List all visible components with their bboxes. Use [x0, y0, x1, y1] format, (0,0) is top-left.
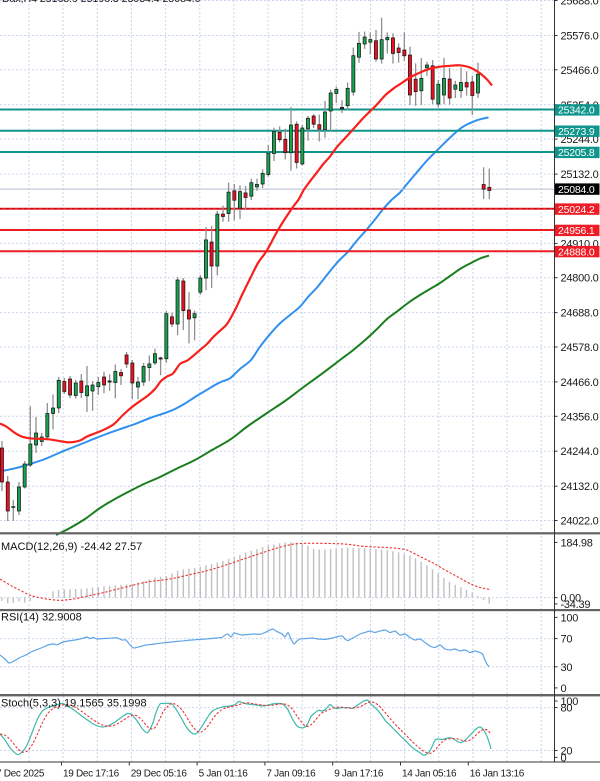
- svg-text:7 Dec 2025: 7 Dec 2025: [0, 768, 45, 779]
- svg-text:0.00: 0.00: [561, 593, 582, 605]
- svg-text:MACD(12,26,9) -24.42 27.57: MACD(12,26,9) -24.42 27.57: [1, 541, 142, 553]
- svg-text:-34.39: -34.39: [561, 599, 591, 611]
- svg-text:24800.0: 24800.0: [561, 273, 599, 285]
- svg-text:80: 80: [561, 703, 573, 715]
- svg-text:Dax,H4 25168.9 25196.3 25034.4: Dax,H4 25168.9 25196.3 25034.4 25084.0: [2, 0, 201, 5]
- svg-text:184.98: 184.98: [561, 537, 593, 549]
- svg-text:24466.0: 24466.0: [561, 377, 599, 389]
- svg-text:100: 100: [561, 696, 579, 708]
- svg-text:14 Jan 05:16: 14 Jan 05:16: [402, 768, 457, 779]
- svg-text:20: 20: [561, 746, 573, 758]
- svg-text:25024.2: 25024.2: [558, 204, 595, 216]
- svg-text:24688.0: 24688.0: [561, 308, 599, 320]
- svg-text:70: 70: [561, 634, 573, 646]
- svg-text:25244.0: 25244.0: [561, 134, 599, 146]
- svg-text:24578.0: 24578.0: [561, 342, 599, 354]
- svg-text:24956.1: 24956.1: [558, 225, 595, 237]
- svg-text:25466.0: 25466.0: [561, 65, 599, 77]
- svg-text:7 Jan 09:16: 7 Jan 09:16: [266, 768, 316, 779]
- svg-text:9 Jan 17:16: 9 Jan 17:16: [334, 768, 384, 779]
- svg-text:25205.8: 25205.8: [558, 147, 595, 159]
- svg-text:24022.0: 24022.0: [561, 516, 599, 528]
- svg-text:29 Dec 05:16: 29 Dec 05:16: [131, 768, 188, 779]
- svg-text:5 Jan 01:16: 5 Jan 01:16: [199, 768, 249, 779]
- svg-text:25273.9: 25273.9: [558, 126, 595, 138]
- svg-text:25342.0: 25342.0: [558, 105, 595, 117]
- svg-text:25084.0: 25084.0: [558, 184, 595, 196]
- svg-text:25132.0: 25132.0: [561, 169, 599, 181]
- svg-text:25576.0: 25576.0: [561, 31, 599, 43]
- svg-text:RSI(14) 32.9008: RSI(14) 32.9008: [1, 612, 82, 624]
- svg-text:0: 0: [561, 683, 567, 695]
- svg-text:24888.0: 24888.0: [558, 246, 595, 258]
- svg-text:0: 0: [561, 752, 567, 764]
- svg-text:30: 30: [561, 662, 573, 674]
- svg-text:100: 100: [561, 612, 579, 624]
- svg-text:19 Dec 17:16: 19 Dec 17:16: [63, 768, 120, 779]
- svg-text:16 Jan 13:16: 16 Jan 13:16: [470, 768, 525, 779]
- svg-text:24132.0: 24132.0: [561, 481, 599, 493]
- svg-text:Stoch(5,3,3) 19.1565 35.1998: Stoch(5,3,3) 19.1565 35.1998: [1, 698, 147, 710]
- svg-text:25688.0: 25688.0: [561, 0, 599, 8]
- svg-text:24244.0: 24244.0: [561, 446, 599, 458]
- svg-text:24356.0: 24356.0: [561, 411, 599, 423]
